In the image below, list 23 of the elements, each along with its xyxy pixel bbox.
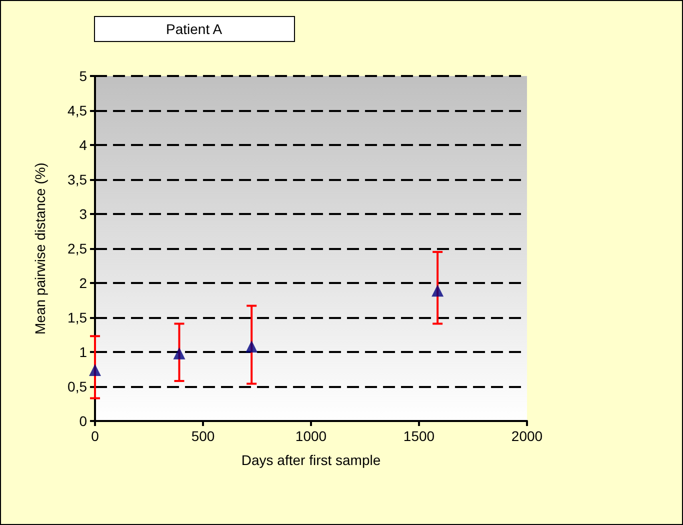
point — [89, 364, 101, 376]
y-tick-label: 2 — [79, 275, 88, 291]
y-tick-label: 5 — [79, 68, 88, 84]
chart-title: Patient A — [166, 21, 223, 37]
y-tick-label: 0 — [79, 413, 88, 429]
y-tick-label: 4,5 — [68, 102, 88, 118]
x-tick-label: 1500 — [403, 428, 435, 444]
y-tick-label: 1,5 — [68, 310, 88, 326]
x-tick-label: 500 — [191, 428, 215, 444]
x-tick-label: 0 — [91, 428, 100, 444]
x-axis-title: Days after first sample — [241, 452, 381, 468]
y-tick-label: 4 — [79, 137, 88, 153]
y-tick-label: 3 — [79, 206, 88, 222]
point — [432, 284, 444, 297]
x-tick-label: 2000 — [511, 428, 543, 444]
y-tick-label: 0,5 — [68, 378, 88, 394]
y-tick-label: 1 — [79, 344, 88, 360]
y-tick-label: 3,5 — [68, 172, 88, 188]
point — [173, 347, 186, 360]
y-tick-label: 2,5 — [68, 240, 88, 256]
x-tick-label: 1000 — [295, 428, 327, 444]
point — [246, 340, 258, 352]
y-axis-title: Mean pairwise distance (%) — [32, 162, 48, 334]
